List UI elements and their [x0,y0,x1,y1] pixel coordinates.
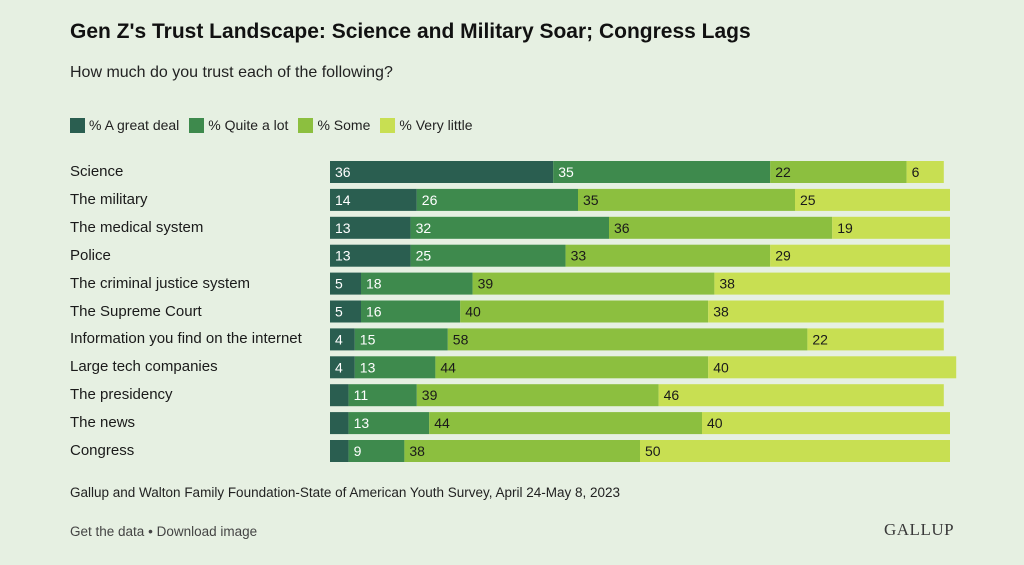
data-label: 58 [453,331,469,347]
data-label: 5 [335,304,343,320]
bar-segment [448,328,808,350]
bar-segment [330,384,349,406]
download-image-link[interactable]: Download image [157,524,258,539]
bar-segment [578,189,795,211]
bar-segment [411,217,609,239]
data-label: 40 [465,304,481,320]
data-label: 44 [434,415,450,431]
bar-segment [417,189,578,211]
data-label: 4 [335,359,343,375]
data-label: 29 [775,248,791,264]
data-label: 25 [416,248,432,264]
data-label: 25 [800,192,816,208]
data-label: 36 [335,164,351,180]
bar-segment [330,440,349,462]
bar-segment [553,161,770,183]
data-label: 22 [775,164,791,180]
bar-segment [795,189,950,211]
data-label: 16 [366,304,382,320]
data-label: 39 [422,387,438,403]
bar-segment [404,440,640,462]
data-label: 44 [440,359,456,375]
data-label: 22 [812,331,828,347]
data-label: 40 [707,415,723,431]
bar-segment [411,245,566,267]
data-label: 38 [409,443,425,459]
data-label: 13 [354,415,370,431]
data-label: 26 [422,192,438,208]
data-label: 19 [837,220,853,236]
get-data-link[interactable]: Get the data [70,524,144,539]
source-note: Gallup and Walton Family Foundation-Stat… [70,485,620,500]
data-label: 18 [366,276,382,292]
data-label: 33 [571,248,587,264]
bar-segment [460,301,708,323]
bar-segment [330,412,349,434]
data-label: 15 [360,331,376,347]
data-label: 11 [354,387,369,403]
data-label: 39 [478,276,494,292]
data-label: 13 [335,248,351,264]
bar-segment [770,245,950,267]
data-label: 36 [614,220,630,236]
footer-separator: • [148,524,153,539]
bar-segment [429,412,702,434]
gallup-logo: GALLUP [884,520,954,540]
footer-links: Get the data • Download image [70,524,257,539]
data-label: 5 [335,276,343,292]
bar-segment [473,273,715,295]
bar-segment [417,384,659,406]
data-label: 50 [645,443,661,459]
bar-segment [708,301,944,323]
bar-segment [702,412,950,434]
bar-segment [659,384,944,406]
bar-segment [609,217,832,239]
data-label: 9 [354,443,362,459]
data-label: 32 [416,220,432,236]
data-label: 14 [335,192,351,208]
bar-segment [640,440,950,462]
data-label: 6 [912,164,920,180]
data-label: 46 [664,387,680,403]
bar-segment [435,356,708,378]
stacked-bar-chart: 36 35 22 6 14 26 35 25 13 32 36 19 13 25 33 29 5 18 39 38 5 1… [0,0,1024,565]
data-label: 35 [583,192,599,208]
data-label: 4 [335,331,343,347]
bar-segment [714,273,950,295]
bar-segment [708,356,956,378]
data-label: 13 [335,220,351,236]
data-label: 13 [360,359,376,375]
data-label: 40 [713,359,729,375]
bar-segment [566,245,771,267]
data-label: 38 [713,304,729,320]
bar-segment [330,161,553,183]
data-label: 35 [558,164,574,180]
data-label: 38 [719,276,735,292]
